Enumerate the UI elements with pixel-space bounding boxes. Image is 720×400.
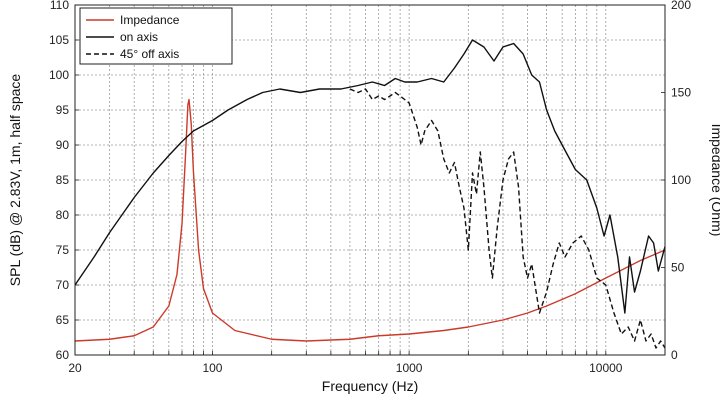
legend-label-on-axis: on axis	[120, 30, 158, 44]
y-right-tick-label: 100	[671, 173, 691, 187]
x-tick-label: 1000	[396, 361, 423, 375]
y-right-tick-label: 200	[671, 0, 691, 12]
y-axis-right-title: Impedance (Ohm)	[709, 124, 720, 237]
y-left-tick-label: 100	[49, 68, 69, 82]
y-left-tick-label: 75	[56, 243, 70, 257]
x-axis-title: Frequency (Hz)	[322, 378, 418, 394]
legend: Impedance on axis 45° off axis	[79, 7, 233, 65]
x-tick-label: 100	[202, 361, 222, 375]
y-right-tick-label: 0	[671, 348, 678, 362]
y-left-tick-label: 85	[56, 173, 70, 187]
y-left-tick-label: 70	[56, 278, 70, 292]
y-left-tick-label: 105	[49, 33, 69, 47]
y-left-tick-label: 110	[50, 0, 69, 12]
y-left-tick-label: 60	[56, 348, 70, 362]
series-line-45-off-axis	[349, 88, 666, 349]
tick-labels: 60 65 70 75 80 85 90 95 100 105 110 0 50 100 150 200 20 1…	[49, 0, 691, 375]
series-line-on-axis	[74, 39, 666, 314]
series-line-impedance	[74, 98, 666, 342]
y-left-tick-label: 65	[56, 313, 70, 327]
y-left-tick-label: 80	[56, 208, 70, 222]
x-tick-label: 10000	[589, 361, 623, 375]
legend-label-impedance: Impedance	[120, 13, 180, 27]
series-layer	[74, 39, 666, 349]
y-axis-left-title: SPL (dB) @ 2.83V, 1m, half space	[7, 74, 23, 287]
legend-label-45-off-axis: 45° off axis	[120, 47, 179, 61]
x-tick-label: 20	[68, 361, 82, 375]
y-left-tick-label: 95	[56, 103, 70, 117]
plot-frame	[74, 4, 666, 356]
y-right-tick-label: 50	[671, 261, 685, 275]
y-right-tick-label: 150	[671, 86, 691, 100]
y-left-tick-label: 90	[56, 138, 70, 152]
